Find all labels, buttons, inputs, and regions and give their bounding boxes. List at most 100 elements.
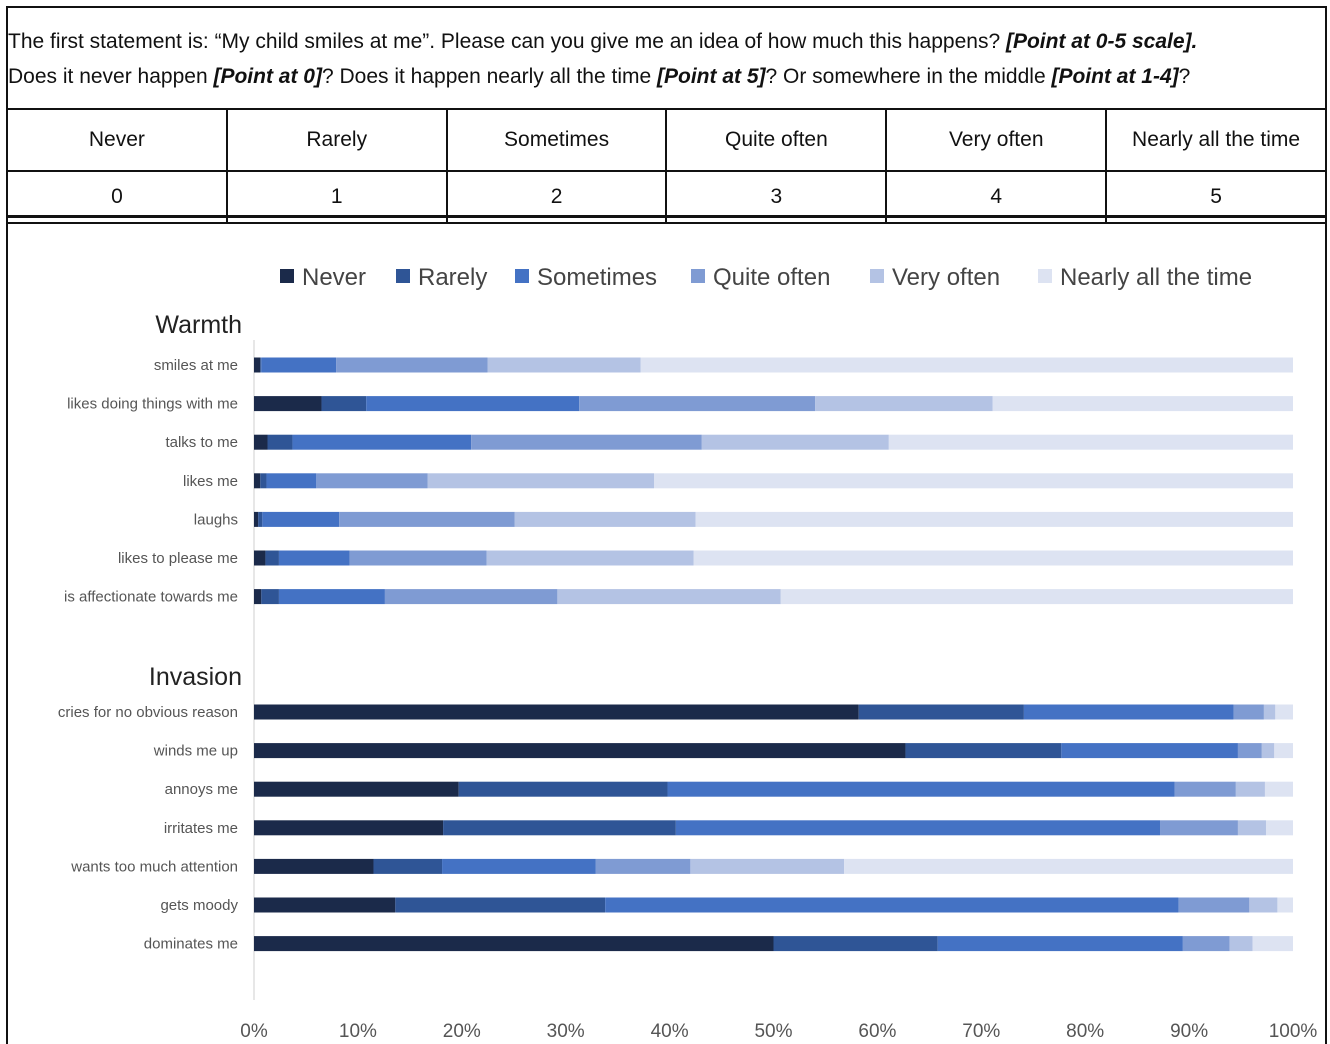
bar-segment: [595, 858, 691, 874]
bar-segment: [278, 550, 350, 566]
bar-segment: [1237, 820, 1266, 836]
x-tick-label: 0%: [240, 1021, 268, 1042]
bar-segment: [579, 396, 816, 412]
bar-segment: [1182, 936, 1230, 952]
scale-bottom-rule: [6, 215, 1327, 218]
scale-label-cell: Rarely: [225, 108, 448, 172]
instruction-text-segment: ?: [1178, 65, 1191, 88]
bar-segment: [858, 704, 1024, 720]
category-label: smiles at me: [154, 357, 238, 374]
bar-segment: [254, 473, 261, 489]
bar-segment: [701, 434, 889, 450]
bar-segment: [1252, 936, 1293, 952]
bar-segment: [336, 357, 488, 373]
bar-segment: [640, 357, 1293, 373]
bar-segment: [1249, 897, 1278, 913]
legend-swatch: [691, 269, 705, 283]
category-label: is affectionate towards me: [64, 589, 238, 606]
category-label: annoys me: [165, 781, 238, 798]
bar-segment: [339, 511, 515, 527]
instruction-text-segment: The first statement is: “My child smiles…: [8, 30, 1006, 53]
legend-label: Rarely: [418, 264, 487, 291]
bar-segment: [605, 897, 1179, 913]
bar-segment: [395, 897, 606, 913]
instruction-line-1: The first statement is: “My child smiles…: [8, 24, 1326, 59]
bar-segment: [254, 936, 774, 952]
category-label: laughs: [194, 511, 238, 528]
category-label: cries for no obvious reason: [58, 704, 238, 721]
bar-segment: [557, 589, 781, 605]
bar-segment: [937, 936, 1183, 952]
bar-segment: [373, 858, 443, 874]
bar-segment: [384, 589, 558, 605]
bar-segment: [254, 511, 259, 527]
bar-segment: [1277, 897, 1293, 913]
instruction-line-2: Does it never happen [Point at 0]? Does …: [8, 59, 1326, 94]
bar-segment: [690, 858, 845, 874]
bar-segment: [1274, 743, 1293, 759]
bar-segment: [254, 820, 444, 836]
bar-segment: [292, 434, 472, 450]
bar-segment: [888, 434, 1293, 450]
bar-segment: [486, 550, 694, 566]
bar-segment: [254, 743, 906, 759]
instruction-cue: [Point at 5]: [657, 65, 766, 88]
x-tick-label: 40%: [651, 1021, 689, 1042]
bar-segment: [1235, 781, 1265, 797]
instruction-text-segment: ? Or somewhere in the middle: [765, 65, 1052, 88]
scale-label-cell: Sometimes: [445, 108, 668, 172]
bar-segment: [992, 396, 1293, 412]
bar-segment: [1233, 704, 1264, 720]
legend-label: Sometimes: [537, 264, 657, 291]
bar-segment: [265, 550, 279, 566]
instruction-text: The first statement is: “My child smiles…: [8, 24, 1326, 94]
bar-segment: [258, 511, 263, 527]
instruction-cue: [Point at 1-4]: [1051, 65, 1179, 88]
bar-segment: [458, 781, 668, 797]
group-title: Invasion: [149, 663, 242, 691]
bar-segment: [254, 357, 261, 373]
x-tick-label: 90%: [1170, 1021, 1208, 1042]
x-tick-label: 70%: [962, 1021, 1000, 1042]
bar-segment: [267, 434, 293, 450]
bar-segment: [1275, 704, 1293, 720]
bar-segment: [254, 704, 859, 720]
legend-label: Very often: [892, 264, 1000, 291]
bar-segment: [471, 434, 702, 450]
bar-segment: [443, 820, 676, 836]
x-tick-label: 10%: [339, 1021, 377, 1042]
legend-swatch: [1038, 269, 1052, 283]
scale-label-cell: Quite often: [665, 108, 888, 172]
bar-segment: [1178, 897, 1250, 913]
bar-segment: [1261, 743, 1275, 759]
legend-swatch: [280, 269, 294, 283]
category-label: winds me up: [153, 743, 238, 760]
bar-segment: [254, 589, 262, 605]
bar-segment: [844, 858, 1293, 874]
bar-segment: [261, 589, 279, 605]
category-label: likes doing things with me: [67, 396, 238, 413]
response-scale-table: Never Rarely Sometimes Quite often Very …: [6, 108, 1327, 224]
bar-segment: [366, 396, 580, 412]
bar-segment: [667, 781, 1175, 797]
bar-segment: [260, 473, 267, 489]
instruction-text-segment: ? Does it happen nearly all the time: [321, 65, 657, 88]
bar-segment: [1174, 781, 1236, 797]
bar-segment: [316, 473, 428, 489]
bar-segment: [254, 434, 268, 450]
x-tick-label: 100%: [1269, 1021, 1318, 1042]
bar-segment: [260, 357, 262, 373]
bar-segment: [780, 589, 1293, 605]
bar-segment: [1061, 743, 1238, 759]
bar-segment: [1265, 820, 1293, 836]
bar-segment: [442, 858, 596, 874]
x-tick-label: 60%: [858, 1021, 896, 1042]
legend-label: Nearly all the time: [1060, 264, 1252, 291]
scale-labels-row: Never Rarely Sometimes Quite often Very …: [6, 108, 1327, 172]
bar-segment: [514, 511, 696, 527]
bar-segment: [1264, 781, 1293, 797]
instruction-cue: [Point at 0-5 scale].: [1005, 30, 1198, 53]
bar-segment: [1229, 936, 1253, 952]
bar-segment: [254, 897, 396, 913]
